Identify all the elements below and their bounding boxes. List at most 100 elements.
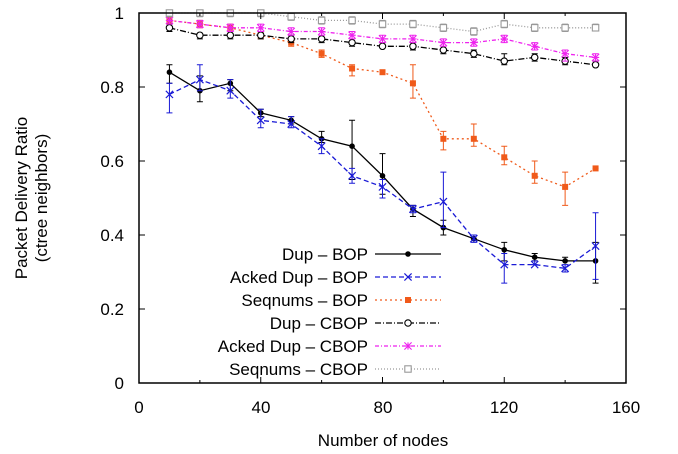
legend-label: Seqnums – CBOP	[229, 360, 368, 379]
error-bar	[166, 82, 173, 114]
legend-marker	[405, 297, 411, 303]
y-tick-label: 0.6	[100, 152, 124, 171]
data-point	[165, 90, 174, 99]
legend-entry: Acked Dup – CBOP	[218, 337, 441, 356]
series-layer	[165, 9, 600, 284]
data-point	[439, 46, 448, 54]
legend-marker	[404, 342, 412, 350]
data-point	[317, 27, 326, 36]
data-point	[256, 31, 265, 39]
data-point	[561, 264, 570, 273]
data-point	[348, 38, 356, 47]
data-point	[226, 31, 235, 39]
data-point	[378, 42, 387, 51]
data-point	[287, 119, 296, 129]
x-axis-title: Number of nodes	[318, 431, 448, 450]
data-point	[439, 38, 448, 47]
error-bar	[227, 79, 234, 99]
x-tick-label: 160	[612, 398, 640, 417]
data-point	[439, 197, 448, 206]
data-point	[530, 53, 539, 62]
data-point	[287, 27, 296, 36]
data-point	[287, 35, 295, 43]
data-point	[409, 42, 417, 51]
data-point	[530, 42, 539, 51]
data-point	[256, 23, 265, 32]
x-tick-label: 40	[252, 398, 271, 417]
y-axis: 0 0.2 0.4 0.6 0.8 1	[100, 4, 124, 393]
data-point	[561, 49, 570, 58]
x-tick-label: 120	[490, 398, 518, 417]
y-axis-title-line1: Packet Delivery Ratio	[12, 117, 31, 280]
legend-marker	[405, 251, 411, 257]
data-point	[195, 75, 204, 84]
data-point	[165, 24, 174, 32]
x-axis: 0 40 80 120 160	[134, 398, 640, 417]
data-point	[469, 38, 478, 47]
tick-marks	[138, 12, 627, 384]
legend-marker	[404, 319, 412, 327]
data-point	[439, 24, 448, 32]
data-point	[317, 35, 326, 43]
error-bar	[470, 123, 477, 147]
data-point	[378, 34, 387, 43]
data-point	[562, 258, 568, 264]
error-bar	[501, 253, 508, 284]
legend-label: Dup – CBOP	[270, 314, 368, 333]
data-point	[349, 65, 356, 72]
data-point	[408, 205, 417, 214]
y-tick-label: 0.2	[100, 300, 124, 319]
data-point	[531, 172, 538, 179]
data-point	[500, 34, 509, 43]
data-point	[256, 116, 265, 125]
legend-label: Acked Dup – BOP	[230, 268, 368, 287]
data-point	[591, 53, 600, 62]
y-tick-label: 1	[115, 4, 124, 23]
data-point	[226, 86, 235, 95]
data-point	[318, 50, 325, 57]
y-tick-label: 0	[115, 374, 124, 393]
data-point	[501, 154, 508, 161]
legend-entry: Dup – BOP	[282, 245, 441, 264]
data-point	[287, 12, 295, 21]
legend-marker	[404, 365, 412, 373]
y-tick-label: 0.4	[100, 226, 124, 245]
error-bar	[288, 116, 295, 129]
data-point	[195, 20, 204, 29]
y-tick-label: 0.8	[100, 78, 124, 97]
error-bar	[257, 108, 264, 129]
x-tick-label: 80	[374, 398, 393, 417]
data-point	[349, 143, 355, 149]
data-point	[561, 24, 569, 32]
data-point	[348, 31, 357, 40]
x-tick-label: 0	[134, 398, 143, 417]
data-point	[500, 260, 509, 269]
legend-label: Seqnums – BOP	[241, 291, 368, 310]
series-5	[165, 16, 600, 62]
data-point	[409, 20, 417, 28]
series-4	[165, 23, 600, 69]
data-point	[440, 135, 447, 142]
data-point	[470, 49, 478, 58]
data-point	[592, 165, 599, 172]
data-point	[591, 24, 600, 32]
data-point	[470, 27, 478, 36]
data-point	[348, 171, 357, 180]
data-point	[409, 80, 416, 87]
data-point	[379, 69, 386, 76]
data-point	[591, 242, 600, 251]
legend-entry: Dup – CBOP	[270, 314, 441, 333]
y-axis-title-line2: (ctree neighbors)	[32, 134, 51, 263]
data-point	[501, 247, 508, 253]
data-point	[469, 234, 478, 243]
data-point	[562, 183, 569, 190]
legend: Dup – BOP Acked Dup – BOP Seqnums – BOP Dup…	[218, 245, 441, 379]
error-bar	[196, 64, 203, 92]
data-point	[408, 34, 417, 43]
legend-label: Dup – BOP	[282, 245, 368, 264]
data-point	[317, 16, 326, 25]
data-point	[166, 69, 173, 75]
legend-entry: Seqnums – BOP	[241, 291, 441, 310]
data-point	[317, 142, 326, 151]
error-bar	[531, 160, 538, 184]
